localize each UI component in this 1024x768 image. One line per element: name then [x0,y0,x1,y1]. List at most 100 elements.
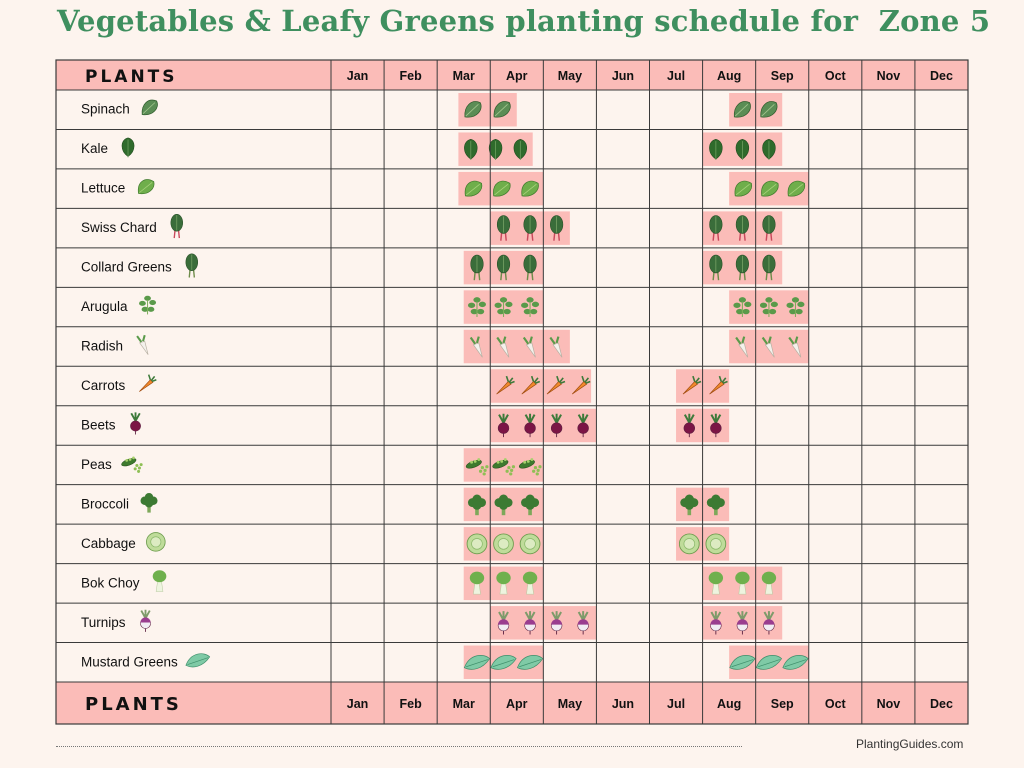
collard-greens-icon [709,254,723,281]
page-title: Vegetables & Leafy Greens planting sched… [57,4,991,38]
collard-greens-icon [470,254,484,281]
carrot-icon [521,375,541,395]
table-row: Turnips [81,606,783,640]
footer-month-jun: Jun [612,697,634,711]
collard-greens-icon [185,253,199,278]
table-row: Carrots [81,369,730,403]
collard-greens-icon [762,254,776,281]
footer-month-jan: Jan [347,697,369,711]
arugula-icon [733,297,752,317]
cabbage-icon [493,533,514,555]
turnip-icon [524,611,536,635]
kale-icon [513,139,528,160]
header-plants-label: PLANTS [85,67,178,87]
footer-month-mar: Mar [453,697,475,711]
plant-name: Mustard Greens [81,654,178,669]
plant-name: Broccoli [81,496,129,511]
table-row: Peas [81,448,544,482]
bok-choy-icon [735,571,750,595]
header-month-jan: Jan [347,69,369,83]
footer-month-dec: Dec [930,697,953,711]
header-month-may: May [558,69,582,83]
beet-icon [710,413,722,438]
header-month-apr: Apr [506,69,528,83]
footer-month-may: May [558,697,582,711]
radish-icon [522,336,536,358]
arugula-icon [786,297,805,317]
footer-month-sep: Sep [771,697,794,711]
header-month-jul: Jul [667,69,685,83]
carrot-icon [709,375,728,395]
turnip-icon [497,611,510,635]
turnip-icon [736,611,749,635]
broccoli-icon [467,494,486,516]
table-row: Spinach [81,93,783,127]
beet-icon [577,413,589,438]
peas-icon [492,458,516,476]
swiss-chard-icon [762,215,776,241]
plant-name: Carrots [81,378,126,393]
footer-month-apr: Apr [506,697,528,711]
footer-month-oct: Oct [825,697,847,711]
mustard-greens-icon [490,654,517,670]
plant-name: Radish [81,339,123,354]
turnip-icon [763,611,775,635]
broccoli-icon [494,494,513,516]
mustard-greens-icon [729,654,756,670]
plant-name: Turnips [81,615,126,630]
lettuce-icon [521,180,539,197]
lettuce-icon [734,180,753,197]
plant-name: Arugula [81,299,128,314]
beet-icon [524,413,536,438]
cabbage-icon [146,532,166,552]
turnip-icon [710,611,722,635]
peas-icon [518,458,542,476]
lettuce-icon [137,179,155,195]
cabbage-icon [466,533,488,555]
header-month-mar: Mar [453,69,475,83]
table-row: Collard Greens [81,250,783,285]
kale-icon [709,139,723,160]
swiss-chard-icon [523,215,537,241]
footer-month-feb: Feb [400,697,423,711]
broccoli-icon [140,493,158,513]
broccoli-icon [521,494,540,516]
radish-icon [549,336,563,358]
footer-month-jul: Jul [667,697,685,711]
header-month-feb: Feb [400,69,423,83]
swiss-chard-icon [170,213,183,239]
header-month-jun: Jun [612,69,634,83]
table-row: Cabbage [81,527,730,561]
table-row: Mustard Greens [81,645,809,679]
table-row: Swiss Chard [81,211,783,245]
turnip-icon [577,611,589,635]
spinach-icon [733,101,751,118]
spinach-icon [141,99,158,116]
mustard-greens-icon [755,654,783,670]
cabbage-icon [678,533,700,555]
collard-greens-icon [735,254,749,281]
swiss-chard-icon [709,215,723,241]
table-row: Broccoli [81,487,730,522]
carrot-icon [139,374,157,392]
header-band [56,60,968,90]
spinach-icon [760,101,778,118]
spinach-icon [493,101,511,118]
beet-icon [550,413,563,438]
swiss-chard-icon [550,215,564,241]
bok-choy-icon [496,571,511,595]
plant-name: Spinach [81,102,130,117]
footer-band [56,682,968,724]
header-month-oct: Oct [825,69,847,83]
header-month-dec: Dec [930,69,953,83]
site-credit: PlantingGuides.com [856,737,964,751]
lettuce-icon [761,180,779,197]
cabbage-icon [705,533,727,555]
radish-icon [788,336,802,358]
table-row: Radish [81,329,809,364]
footer-month-nov: Nov [877,697,901,711]
collard-greens-icon [523,254,537,281]
table-row: Lettuce [81,171,809,206]
carrot-icon [546,375,566,395]
plant-name: Beets [81,417,116,432]
